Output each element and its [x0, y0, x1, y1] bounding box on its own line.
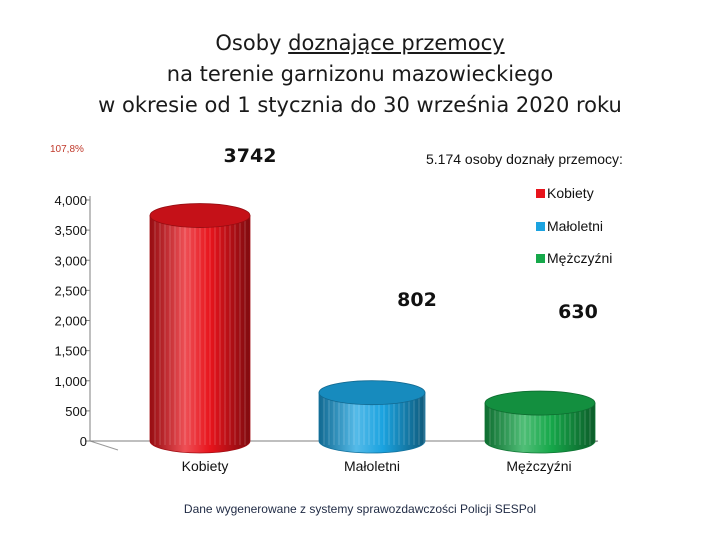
title-line-2: na terenie garnizonu mazowieckiego [166, 62, 554, 86]
legend-label: Kobiety [547, 185, 594, 201]
legend-label: Małoletni [547, 218, 603, 234]
bar-top-Kobiety [149, 203, 251, 228]
legend-swatch [536, 254, 545, 263]
y-tick-label: 3,500 [54, 223, 87, 238]
y-tick-label: 1,500 [54, 344, 87, 359]
category-label: Kobiety [182, 458, 229, 474]
title-line-1: Osoby doznające przemocy [0, 28, 720, 59]
y-tick-label: 3,000 [54, 253, 87, 268]
source-note: Dane wygenerowane z systemy sprawozdawcz… [183, 502, 537, 516]
bar-top-Małoletni [318, 380, 426, 406]
y-tick-label: 4,000 [54, 193, 87, 208]
value-label: 630 [558, 301, 598, 323]
legend-swatch [536, 189, 545, 198]
value-label: 3742 [224, 145, 277, 167]
title-line-1-a: Osoby [215, 31, 289, 55]
category-label: Mężczyźni [506, 458, 571, 474]
y-tick-label: 500 [65, 404, 87, 419]
legend-label: Mężczyźni [547, 250, 612, 266]
y-tick-label: 2,000 [54, 314, 87, 329]
bar-Mężczyźni [484, 402, 596, 454]
title-line-1-b: doznające przemocy [288, 31, 505, 55]
value-label: 802 [397, 289, 437, 311]
axis-floor-left [89, 440, 119, 451]
y-tick-label: 1,000 [54, 374, 87, 389]
percent-note: 107,8% [50, 144, 84, 155]
y-tick-label: 0 [80, 434, 87, 449]
title-line-3: w okresie od 1 stycznia do 30 września 2… [98, 93, 622, 117]
legend-swatch [536, 222, 545, 231]
bar-Małoletni [318, 392, 426, 454]
category-label: Małoletni [344, 458, 400, 474]
bar-top-Mężczyźni [484, 390, 596, 416]
summary-text: 5.174 osoby doznały przemocy: [426, 151, 623, 167]
bar-Kobiety [149, 215, 251, 454]
y-tick-label: 2,500 [54, 283, 87, 298]
chart-title: Osoby doznające przemocy na terenie garn… [0, 28, 720, 121]
